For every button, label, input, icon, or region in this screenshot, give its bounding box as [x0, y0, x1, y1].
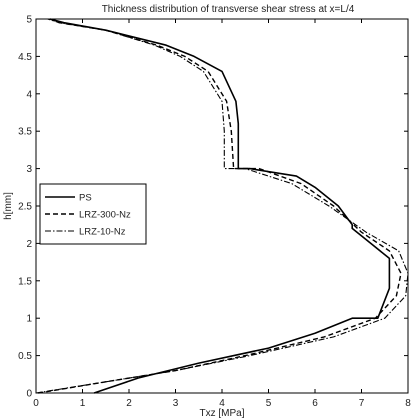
x-tick-label: 4 [219, 398, 225, 409]
y-tick-label: 4 [26, 89, 32, 100]
legend-label: PS [79, 193, 92, 204]
x-tick-label: 0 [33, 398, 39, 409]
y-tick-label: 0 [26, 389, 32, 400]
legend-label: LRZ-10-Nz [79, 227, 126, 238]
x-tick-label: 3 [173, 398, 179, 409]
y-tick-label: 3 [26, 164, 32, 175]
y-tick-label: 1 [26, 314, 32, 325]
y-axis-ticks: 0 0.5 1 1.5 2 2.5 3 3.5 4 4.5 5 [18, 15, 408, 400]
legend: PS LRZ-300-Nz LRZ-10-Nz [39, 183, 147, 245]
series-layer [35, 18, 409, 394]
y-tick-label: 4.5 [18, 52, 32, 63]
y-tick-label: 2 [26, 239, 32, 250]
x-tick-label: 1 [80, 398, 86, 409]
x-tick-label: 2 [126, 398, 132, 409]
y-tick-label: 0.5 [18, 351, 32, 362]
legend-label: LRZ-300-Nz [79, 210, 131, 221]
y-tick-label: 5 [26, 15, 32, 26]
chart-title: Thickness distribution of transverse she… [102, 4, 355, 15]
x-axis-label: Txz [MPa] [199, 408, 244, 419]
x-tick-label: 6 [312, 398, 318, 409]
series-line-lrz-10-nz [35, 18, 409, 394]
y-axis-label: h[mm] [3, 192, 14, 220]
x-tick-label: 5 [266, 398, 272, 409]
series-line-ps [49, 18, 391, 394]
y-tick-label: 3.5 [18, 127, 32, 138]
x-tick-label: 7 [359, 398, 365, 409]
y-tick-label: 2.5 [18, 202, 32, 213]
series-line-lrz-300-nz [38, 18, 402, 394]
x-axis-ticks: 0 1 2 3 4 5 6 7 8 [33, 19, 411, 409]
y-tick-label: 1.5 [18, 276, 32, 287]
x-tick-label: 8 [405, 398, 411, 409]
